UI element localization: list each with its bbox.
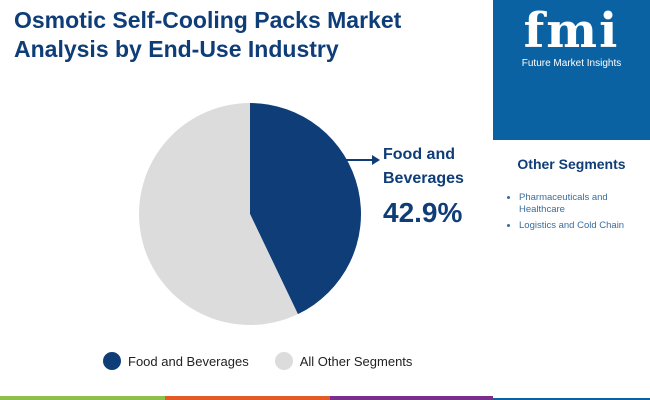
callout-value: 42.9%: [383, 197, 463, 228]
logo-name: Future Market Insights: [521, 58, 622, 69]
callout-label-2: Beverages: [383, 170, 464, 187]
pie-slice-food-and-beverages: [250, 103, 362, 315]
callout: Food and Beverages 42.9%: [383, 143, 464, 229]
stripe-purple: [330, 396, 493, 400]
website-link[interactable]: www.futuremarketinsights.com: [506, 379, 642, 390]
callout-arrowhead: [372, 155, 380, 165]
logo-mark: fmi: [523, 3, 620, 59]
callout-label-1: Food and: [383, 146, 455, 163]
legend-label-food: Food and Beverages: [128, 353, 249, 369]
fmi-logo: fmi Future Market Insights: [493, 6, 650, 69]
other-segments-panel: Other Segments Pharmaceuticals and Healt…: [493, 140, 650, 398]
stripe-green: [0, 396, 165, 400]
legend-label-other: All Other Segments: [299, 353, 413, 369]
legend: Food and Beverages All Other Segments: [103, 352, 412, 370]
stripe-orange: [165, 396, 330, 400]
pie-slice-all-other-segments: [139, 103, 298, 325]
segment-item: Logistics and Cold Chain: [519, 220, 650, 232]
segment-item: Pharmaceuticals and Healthcare: [519, 192, 650, 216]
legend-swatch-other: [274, 352, 293, 370]
legend-swatch-food: [103, 352, 121, 370]
sidebar: fmi Future Market Insights Other Segment…: [493, 0, 650, 400]
other-segments-heading: Other Segments: [517, 156, 626, 172]
page-title: Osmotic Self-Cooling Packs Market Analys…: [14, 7, 402, 62]
